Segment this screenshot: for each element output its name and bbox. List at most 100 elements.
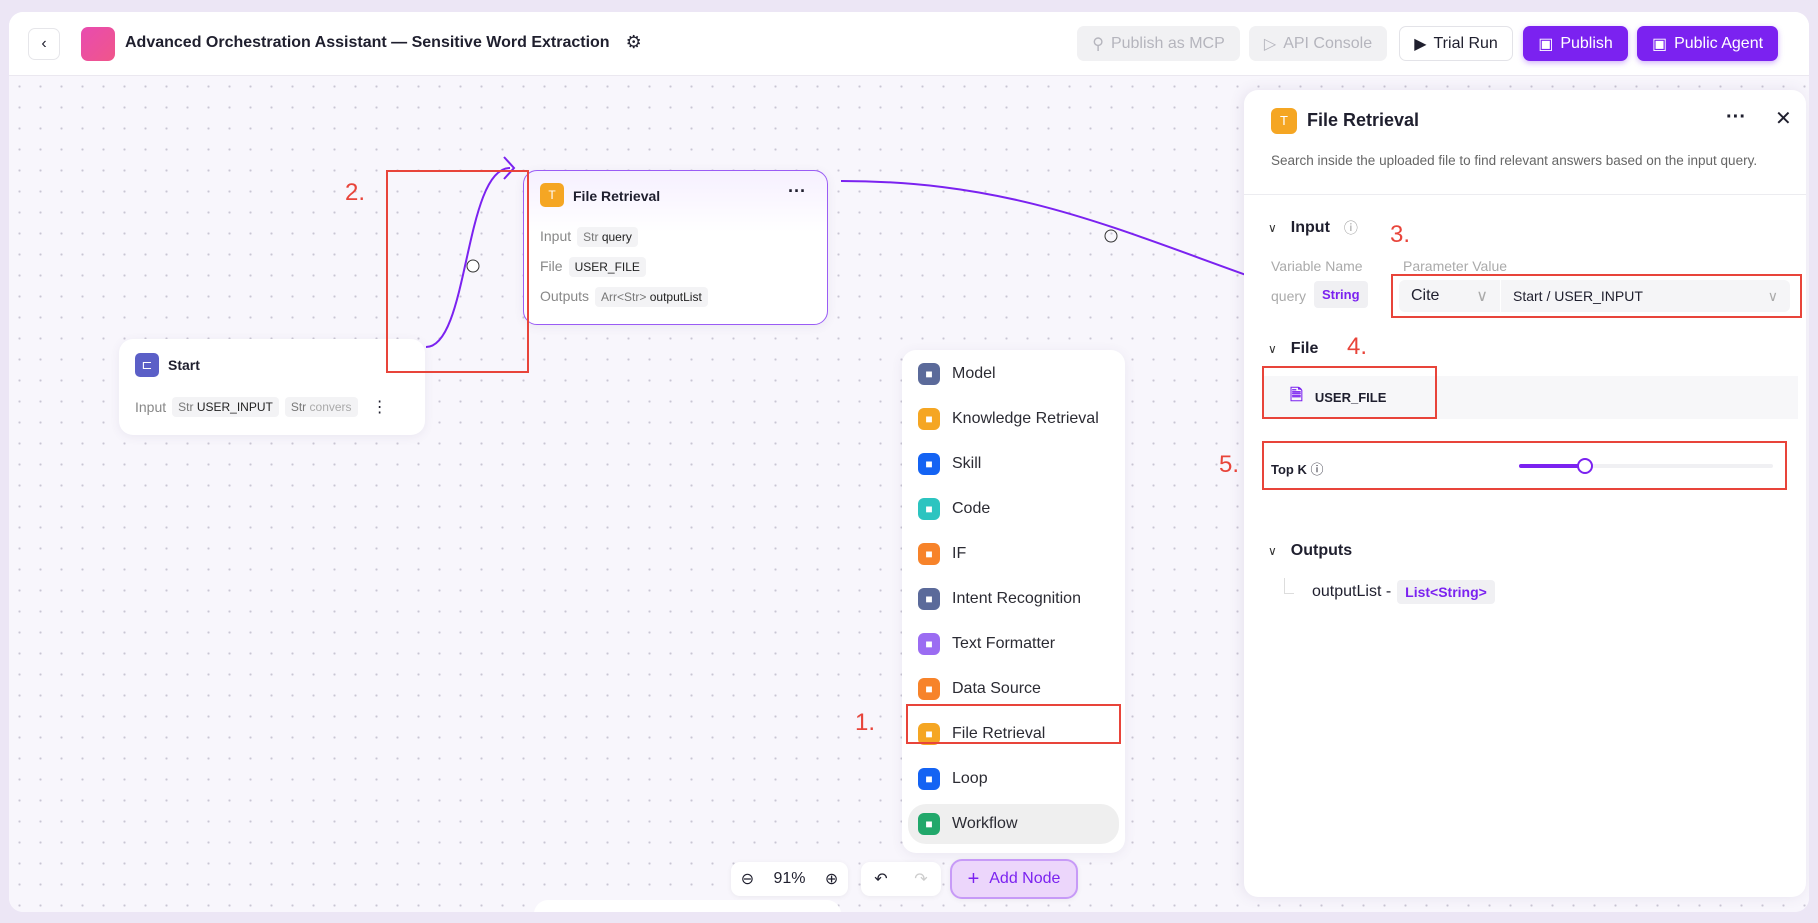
- loop-icon: ■: [918, 768, 940, 790]
- chevron-down-icon: ∨: [1268, 342, 1277, 356]
- start-node[interactable]: ⊏ Start Input Str USER_INPUT Str convers…: [119, 339, 425, 435]
- annotation-label-5: 5.: [1219, 451, 1240, 478]
- divider: [1244, 194, 1806, 195]
- add-node-menu: ■ Model ■ Knowledge Retrieval ■ Skill ■ Code ■ IF…: [902, 350, 1125, 853]
- text-icon: ■: [918, 633, 940, 655]
- title-group: Advanced Orchestration Assistant — Sensi…: [125, 32, 642, 53]
- menu-item-knowledge-retrieval[interactable]: ■ Knowledge Retrieval: [908, 399, 1119, 439]
- topk-label: Top K ⓘ: [1271, 462, 1324, 477]
- menu-item-intent-recognition[interactable]: ■ Intent Recognition: [908, 579, 1119, 619]
- row: Outputs Arr<Str> outputList: [540, 287, 708, 307]
- edge-file-retrieval-out: [840, 180, 1250, 277]
- more-vertical-icon[interactable]: ⋮: [371, 399, 388, 416]
- redo-icon[interactable]: ↷: [914, 871, 928, 888]
- column-variable-name: Variable Name: [1271, 258, 1363, 274]
- input-tag: Str convers: [284, 397, 358, 417]
- header: ‹ Advanced Orchestration Assistant — Sen…: [9, 12, 1809, 76]
- topk-slider[interactable]: [1519, 458, 1773, 474]
- panel-title: File Retrieval: [1307, 110, 1420, 130]
- api-console-button[interactable]: ▷ API Console: [1249, 26, 1387, 61]
- app-title: Advanced Orchestration Assistant — Sensi…: [125, 33, 610, 51]
- menu-item-data-source[interactable]: ■ Data Source: [908, 669, 1119, 709]
- menu-item-workflow[interactable]: ■ Workflow: [908, 804, 1119, 844]
- parameter-value-select[interactable]: Start / USER_INPUT ∨: [1501, 280, 1790, 312]
- book-icon: ■: [918, 408, 940, 430]
- file-section-header[interactable]: ∨ File: [1268, 340, 1319, 357]
- slider-thumb[interactable]: [1577, 458, 1594, 474]
- code-icon: ■: [918, 498, 940, 520]
- node-title: File Retrieval: [573, 188, 661, 204]
- branch-icon: ■: [918, 543, 940, 565]
- model-icon: ■: [918, 363, 940, 385]
- menu-item-file-retrieval[interactable]: ■ File Retrieval: [908, 714, 1119, 754]
- chevron-down-icon: ∨: [1476, 288, 1488, 305]
- trial-run-button[interactable]: ▶ Trial Run: [1399, 26, 1513, 61]
- publish-button[interactable]: ▣ Publish: [1523, 26, 1628, 61]
- column-parameter-value: Parameter Value: [1403, 258, 1508, 274]
- menu-item-if[interactable]: ■ IF: [908, 534, 1119, 574]
- plus-icon: +: [967, 867, 980, 890]
- annotation-label-4: 4.: [1347, 333, 1368, 360]
- file-retrieval-icon: T: [1271, 108, 1297, 134]
- row: Input Str query: [540, 227, 638, 247]
- edge-add-icon: [466, 259, 480, 273]
- menu-item-model[interactable]: ■ Model: [908, 354, 1119, 394]
- play-icon: ▶: [1414, 35, 1427, 53]
- file-retrieval-node[interactable]: T File Retrieval ··· Input Str query File…: [523, 170, 828, 325]
- add-node-button[interactable]: + Add Node: [950, 859, 1078, 899]
- arrow-icon: [503, 156, 516, 180]
- input-tag: Str USER_INPUT: [172, 397, 279, 417]
- app-window: ‹ Advanced Orchestration Assistant — Sen…: [9, 12, 1809, 912]
- row: File USER_FILE: [540, 257, 646, 277]
- gear-icon[interactable]: ⚙: [625, 32, 642, 52]
- close-icon[interactable]: ✕: [1775, 108, 1792, 130]
- variable-name: query: [1271, 288, 1307, 304]
- chevron-down-icon: ∨: [1767, 287, 1778, 304]
- annotation-box-2: [386, 170, 529, 373]
- annotation-label-1: 1.: [855, 709, 876, 736]
- info-icon: ⓘ: [1343, 220, 1358, 236]
- tree-line: [1284, 578, 1294, 594]
- file-retrieval-icon: T: [540, 183, 564, 207]
- edge-start-to-file-retrieval: [425, 167, 511, 348]
- node-partial: [534, 900, 841, 912]
- publish-as-mcp-button[interactable]: ⚲ Publish as MCP: [1077, 26, 1240, 61]
- file-row[interactable]: 🗎 USER_FILE: [1264, 376, 1798, 419]
- terminal-icon: ▷: [1263, 35, 1277, 53]
- chevron-down-icon: ∨: [1268, 544, 1277, 558]
- output-item: outputList - List<String>: [1312, 580, 1495, 604]
- chevron-down-icon: ∨: [1268, 221, 1277, 235]
- more-icon[interactable]: ···: [788, 181, 806, 201]
- menu-item-loop[interactable]: ■ Loop: [908, 759, 1119, 799]
- node-title: Start: [168, 357, 200, 373]
- back-button[interactable]: ‹: [28, 28, 60, 60]
- annotation-box-5: [1262, 441, 1787, 490]
- output-type-badge: List<String>: [1397, 580, 1495, 604]
- menu-item-skill[interactable]: ■ Skill: [908, 444, 1119, 484]
- zoom-level: 91%: [773, 870, 806, 887]
- menu-item-text-formatter[interactable]: ■ Text Formatter: [908, 624, 1119, 664]
- zoom-in-icon[interactable]: ⊕: [824, 871, 839, 888]
- input-section-header[interactable]: ∨ Input ⓘ: [1268, 219, 1358, 236]
- panel-description: Search inside the uploaded file to find …: [1271, 153, 1758, 168]
- menu-item-code[interactable]: ■ Code: [908, 489, 1119, 529]
- more-icon[interactable]: ···: [1726, 106, 1746, 128]
- info-icon: ⓘ: [1310, 462, 1324, 477]
- chevron-left-icon: ‹: [41, 35, 47, 52]
- cite-select[interactable]: Cite ∨: [1399, 280, 1500, 312]
- variable-type-badge: String: [1314, 281, 1368, 308]
- history-controls: ↶ ↷: [861, 862, 941, 896]
- public-agent-button[interactable]: ▣ Public Agent: [1637, 26, 1778, 61]
- annotation-label-3: 3.: [1390, 221, 1411, 248]
- undo-icon[interactable]: ↶: [874, 871, 888, 888]
- outputs-section-header[interactable]: ∨ Outputs: [1268, 542, 1353, 559]
- annotation-box-1: [906, 704, 1121, 744]
- app-logo: [81, 27, 115, 61]
- plug-icon: ⚲: [1092, 35, 1104, 53]
- file-image-icon: 🗎: [1290, 387, 1303, 404]
- start-inputs: Input Str USER_INPUT Str convers ⋮: [135, 397, 388, 417]
- zoom-out-icon[interactable]: ⊖: [740, 871, 755, 888]
- cube-icon: ■: [918, 453, 940, 475]
- annotation-label-2: 2.: [345, 179, 366, 206]
- zoom-controls: ⊖ 91% ⊕: [731, 862, 848, 896]
